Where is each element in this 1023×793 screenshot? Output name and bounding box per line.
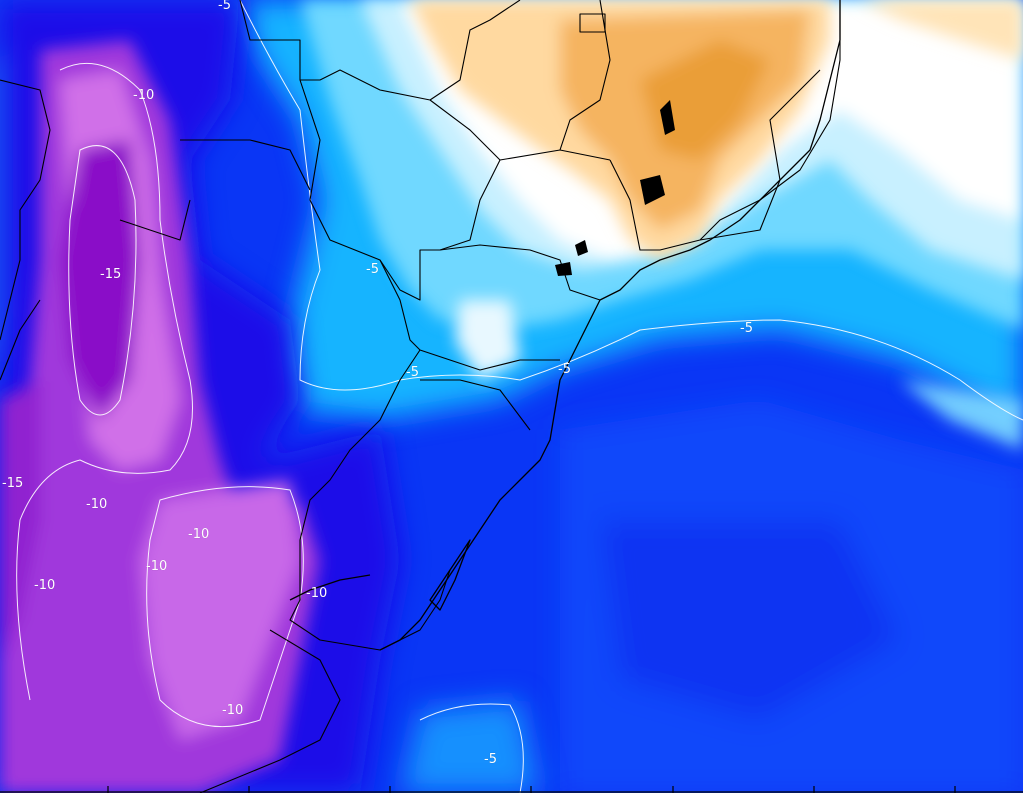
isoline-n5-bottom	[419, 703, 524, 793]
cyan-bottom-left	[400, 700, 540, 793]
border-province-1	[0, 299, 41, 381]
contour-label: -10	[133, 88, 154, 103]
lake-2	[640, 175, 665, 205]
coastline-lagoon	[429, 539, 471, 611]
contour-label: -5	[366, 262, 379, 277]
isoline-n15-andes	[68, 145, 137, 416]
frame-ticks	[0, 786, 1023, 793]
contour-label: -5	[406, 365, 419, 380]
borders	[0, 0, 841, 793]
lake-1	[660, 100, 675, 135]
border-brazil-states-4	[699, 69, 821, 241]
border-brazil-inner-ne	[429, 0, 521, 101]
light-orange-ne	[860, 0, 1023, 60]
border-brazil-states-2	[559, 0, 611, 151]
contour-label: -10	[86, 497, 107, 512]
contour-label: -5	[558, 362, 571, 377]
isoline-n10-andes	[16, 62, 193, 701]
contour-label: -5	[484, 752, 497, 767]
border-chile-argentina	[0, 79, 51, 341]
ocean-darkblue-patch	[600, 520, 900, 720]
violet-core	[60, 140, 140, 420]
border-province-2	[199, 629, 341, 793]
contour-label: -10	[306, 586, 327, 601]
border-argentina-parana	[379, 259, 560, 371]
border-brazil-states-5	[439, 159, 501, 251]
border-box-north	[579, 13, 606, 33]
border-rs-sc	[420, 379, 531, 431]
contour-labels: -5 -10 -15 -15 -5 -5 -5 -5 -10 -10 -10 -…	[2, 0, 754, 767]
light-cyan-se	[900, 380, 1023, 450]
isolines	[16, 0, 1023, 793]
contour-label: -10	[188, 527, 209, 542]
border-uruguay	[289, 349, 451, 651]
lake-3	[575, 240, 588, 256]
lake-4	[555, 262, 572, 276]
contour-label: -10	[34, 578, 55, 593]
border-brazil-states-3	[609, 0, 841, 251]
coastline-rio-plata	[289, 574, 371, 601]
white-patch-parana	[455, 300, 520, 380]
coastline-brazil	[379, 0, 841, 651]
border-bolivia-paraguay	[239, 0, 431, 101]
magenta-south	[140, 480, 300, 740]
lakes	[555, 100, 675, 276]
contour-label: -10	[222, 703, 243, 718]
isoline-n5-north	[239, 0, 1023, 421]
contour-label: -5	[218, 0, 231, 13]
contour-label: -10	[146, 559, 167, 574]
contour-label: -5	[740, 321, 753, 336]
contour-label: -15	[2, 476, 23, 491]
border-brazil-states-6	[439, 244, 601, 301]
isoline-n10-south	[146, 486, 304, 728]
border-argentina-north	[180, 139, 311, 191]
border-andes-inner	[119, 199, 191, 241]
contour-label: -15	[100, 267, 121, 282]
